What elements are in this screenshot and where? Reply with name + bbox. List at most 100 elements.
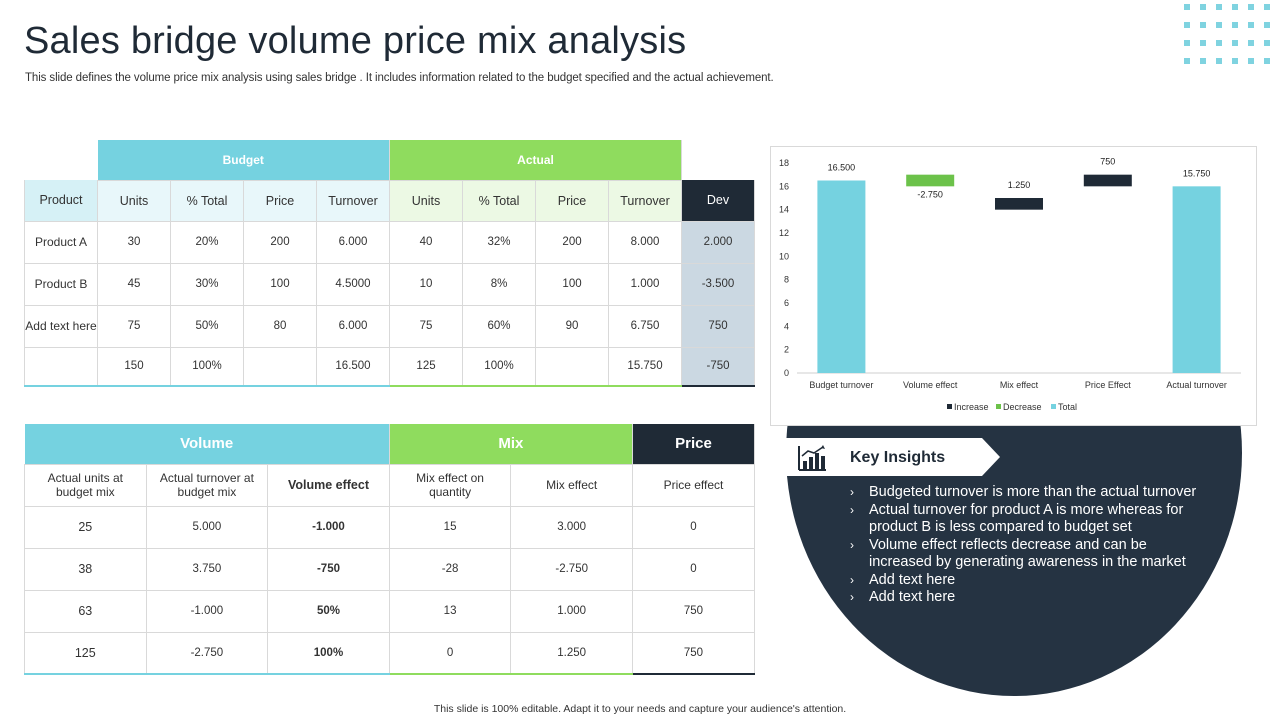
insight-text: Budgeted turnover is more than the actua…	[869, 484, 1197, 500]
table-cell: 13	[389, 590, 512, 633]
decorative-dots	[1184, 4, 1280, 68]
list-item: › Volume effect reflects decrease and can…	[850, 537, 1200, 572]
cell-product: Add text here	[24, 305, 98, 348]
column-header-budget-price: Price	[243, 180, 317, 222]
table-cell: 0	[389, 632, 512, 675]
table-cell: 3.000	[510, 506, 633, 549]
chevron-right-icon: ›	[850, 590, 854, 604]
table-row: 63 -1.000 50% 13 1.000 750	[24, 590, 755, 633]
column-header-actual-turnover-budget-mix: Actual turnover at budget mix	[146, 464, 269, 507]
column-header-actual-price: Price	[535, 180, 610, 222]
decorative-dot	[1264, 40, 1270, 46]
table-cell: 750	[632, 590, 755, 633]
decorative-dot	[1232, 40, 1238, 46]
table-cell: -28	[389, 548, 512, 591]
decorative-dot	[1248, 40, 1254, 46]
decorative-dot	[1264, 58, 1270, 64]
table-cell: 0	[632, 548, 755, 591]
decorative-dot	[1184, 40, 1190, 46]
table-cell: 50%	[267, 590, 390, 633]
group-header-mix: Mix	[389, 424, 633, 465]
column-header-budget-turnover: Turnover	[316, 180, 391, 222]
data-label: 1.250	[1008, 180, 1031, 190]
legend-label: Total	[1058, 402, 1077, 412]
table-cell	[243, 347, 317, 387]
table-row: 125 -2.750 100% 0 1.250 750	[24, 632, 755, 675]
chevron-right-icon: ›	[850, 537, 854, 552]
legend-label: Increase	[954, 402, 989, 412]
table-cell: 3.750	[146, 548, 269, 591]
decorative-dot	[1200, 58, 1206, 64]
chart-bar	[817, 180, 866, 373]
y-tick-label: 16	[779, 181, 789, 191]
insight-text: Actual turnover for product A is more wh…	[869, 501, 1184, 536]
y-tick-label: 2	[784, 345, 789, 355]
table-cell: 15	[389, 506, 512, 549]
cell-product: Product B	[24, 263, 98, 306]
group-header-actual: Actual	[389, 140, 683, 181]
column-header-actual-units-budget-mix: Actual units at budget mix	[24, 464, 147, 507]
bar-chart-icon	[798, 445, 826, 471]
column-header-dev: Dev	[681, 180, 756, 222]
table-cell: -750	[267, 548, 390, 591]
table-row: 38 3.750 -750 -28 -2.750 0	[24, 548, 755, 591]
key-insights-title: Key Insights	[850, 449, 946, 466]
decorative-dot	[1184, 58, 1190, 64]
data-label: 750	[1100, 157, 1115, 167]
table-cell: 90	[535, 305, 610, 348]
page-title: Sales bridge volume price mix analysis	[24, 20, 687, 62]
column-header-product: Product	[24, 180, 98, 222]
decorative-dot	[1232, 4, 1238, 10]
table-cell: 750	[632, 632, 755, 675]
list-item: › Budgeted turnover is more than the actu…	[850, 484, 1200, 502]
legend-swatch	[1051, 404, 1056, 409]
list-item: › Add text here	[850, 572, 1200, 590]
table-cell: 8.000	[608, 221, 683, 264]
table-row: Product A 30 20% 200 6.000 40 32% 200 8.…	[24, 221, 756, 264]
insight-text: Volume effect reflects decrease and can …	[869, 536, 1186, 571]
x-tick-label: Budget turnover	[809, 380, 873, 390]
table-corner	[25, 140, 98, 180]
decorative-dot	[1200, 4, 1206, 10]
legend-swatch	[947, 404, 952, 409]
table-row: 25 5.000 -1.000 15 3.000 0	[24, 506, 755, 549]
table-cell	[535, 347, 610, 387]
decorative-dot	[1184, 4, 1190, 10]
chevron-right-icon: ›	[850, 572, 854, 587]
chevron-right-icon: ›	[850, 485, 854, 499]
list-item: › Actual turnover for product A is more w…	[850, 502, 1200, 537]
table-cell: 1.000	[608, 263, 683, 306]
waterfall-chart-svg: 0 2 4 6 8 10 12 14 16 18 16.500 Budget turnover -2.7…	[779, 157, 1241, 412]
table-cell: 38	[24, 548, 147, 591]
table-cell: 10	[389, 263, 464, 306]
list-item: › Add text here	[850, 589, 1200, 607]
data-label: 16.500	[828, 163, 856, 173]
table-cell: -2.750	[510, 548, 633, 591]
table-cell: 15.750	[608, 347, 683, 387]
table-cell: 60%	[462, 305, 537, 348]
legend-swatch	[996, 404, 1001, 409]
table-cell: 75	[389, 305, 464, 348]
table-cell: -1.000	[267, 506, 390, 549]
x-tick-label: Price Effect	[1085, 380, 1131, 390]
table-cell: 1.250	[510, 632, 633, 675]
decorative-dot	[1264, 22, 1270, 28]
decorative-dot	[1200, 40, 1206, 46]
table-cell: 8%	[462, 263, 537, 306]
decorative-dot	[1232, 58, 1238, 64]
table-cell: 80	[243, 305, 317, 348]
table-cell: 100%	[267, 632, 390, 675]
group-header-budget: Budget	[97, 140, 391, 181]
decorative-dot	[1200, 22, 1206, 28]
table-cell: 100	[535, 263, 610, 306]
waterfall-chart: 0 2 4 6 8 10 12 14 16 18 16.500 Budget turnover -2.7…	[770, 146, 1257, 426]
table-cell: 75	[97, 305, 171, 348]
table-cell: 45	[97, 263, 171, 306]
y-tick-label: 4	[784, 321, 789, 331]
table-cell: 200	[535, 221, 610, 264]
group-header-price: Price	[632, 424, 755, 465]
table-row: Add text here 75 50% 80 6.000 75 60% 90 …	[24, 305, 756, 348]
insight-text: Add text here	[869, 571, 956, 588]
y-tick-label: 14	[779, 205, 789, 215]
table-cell: 125	[24, 632, 147, 675]
